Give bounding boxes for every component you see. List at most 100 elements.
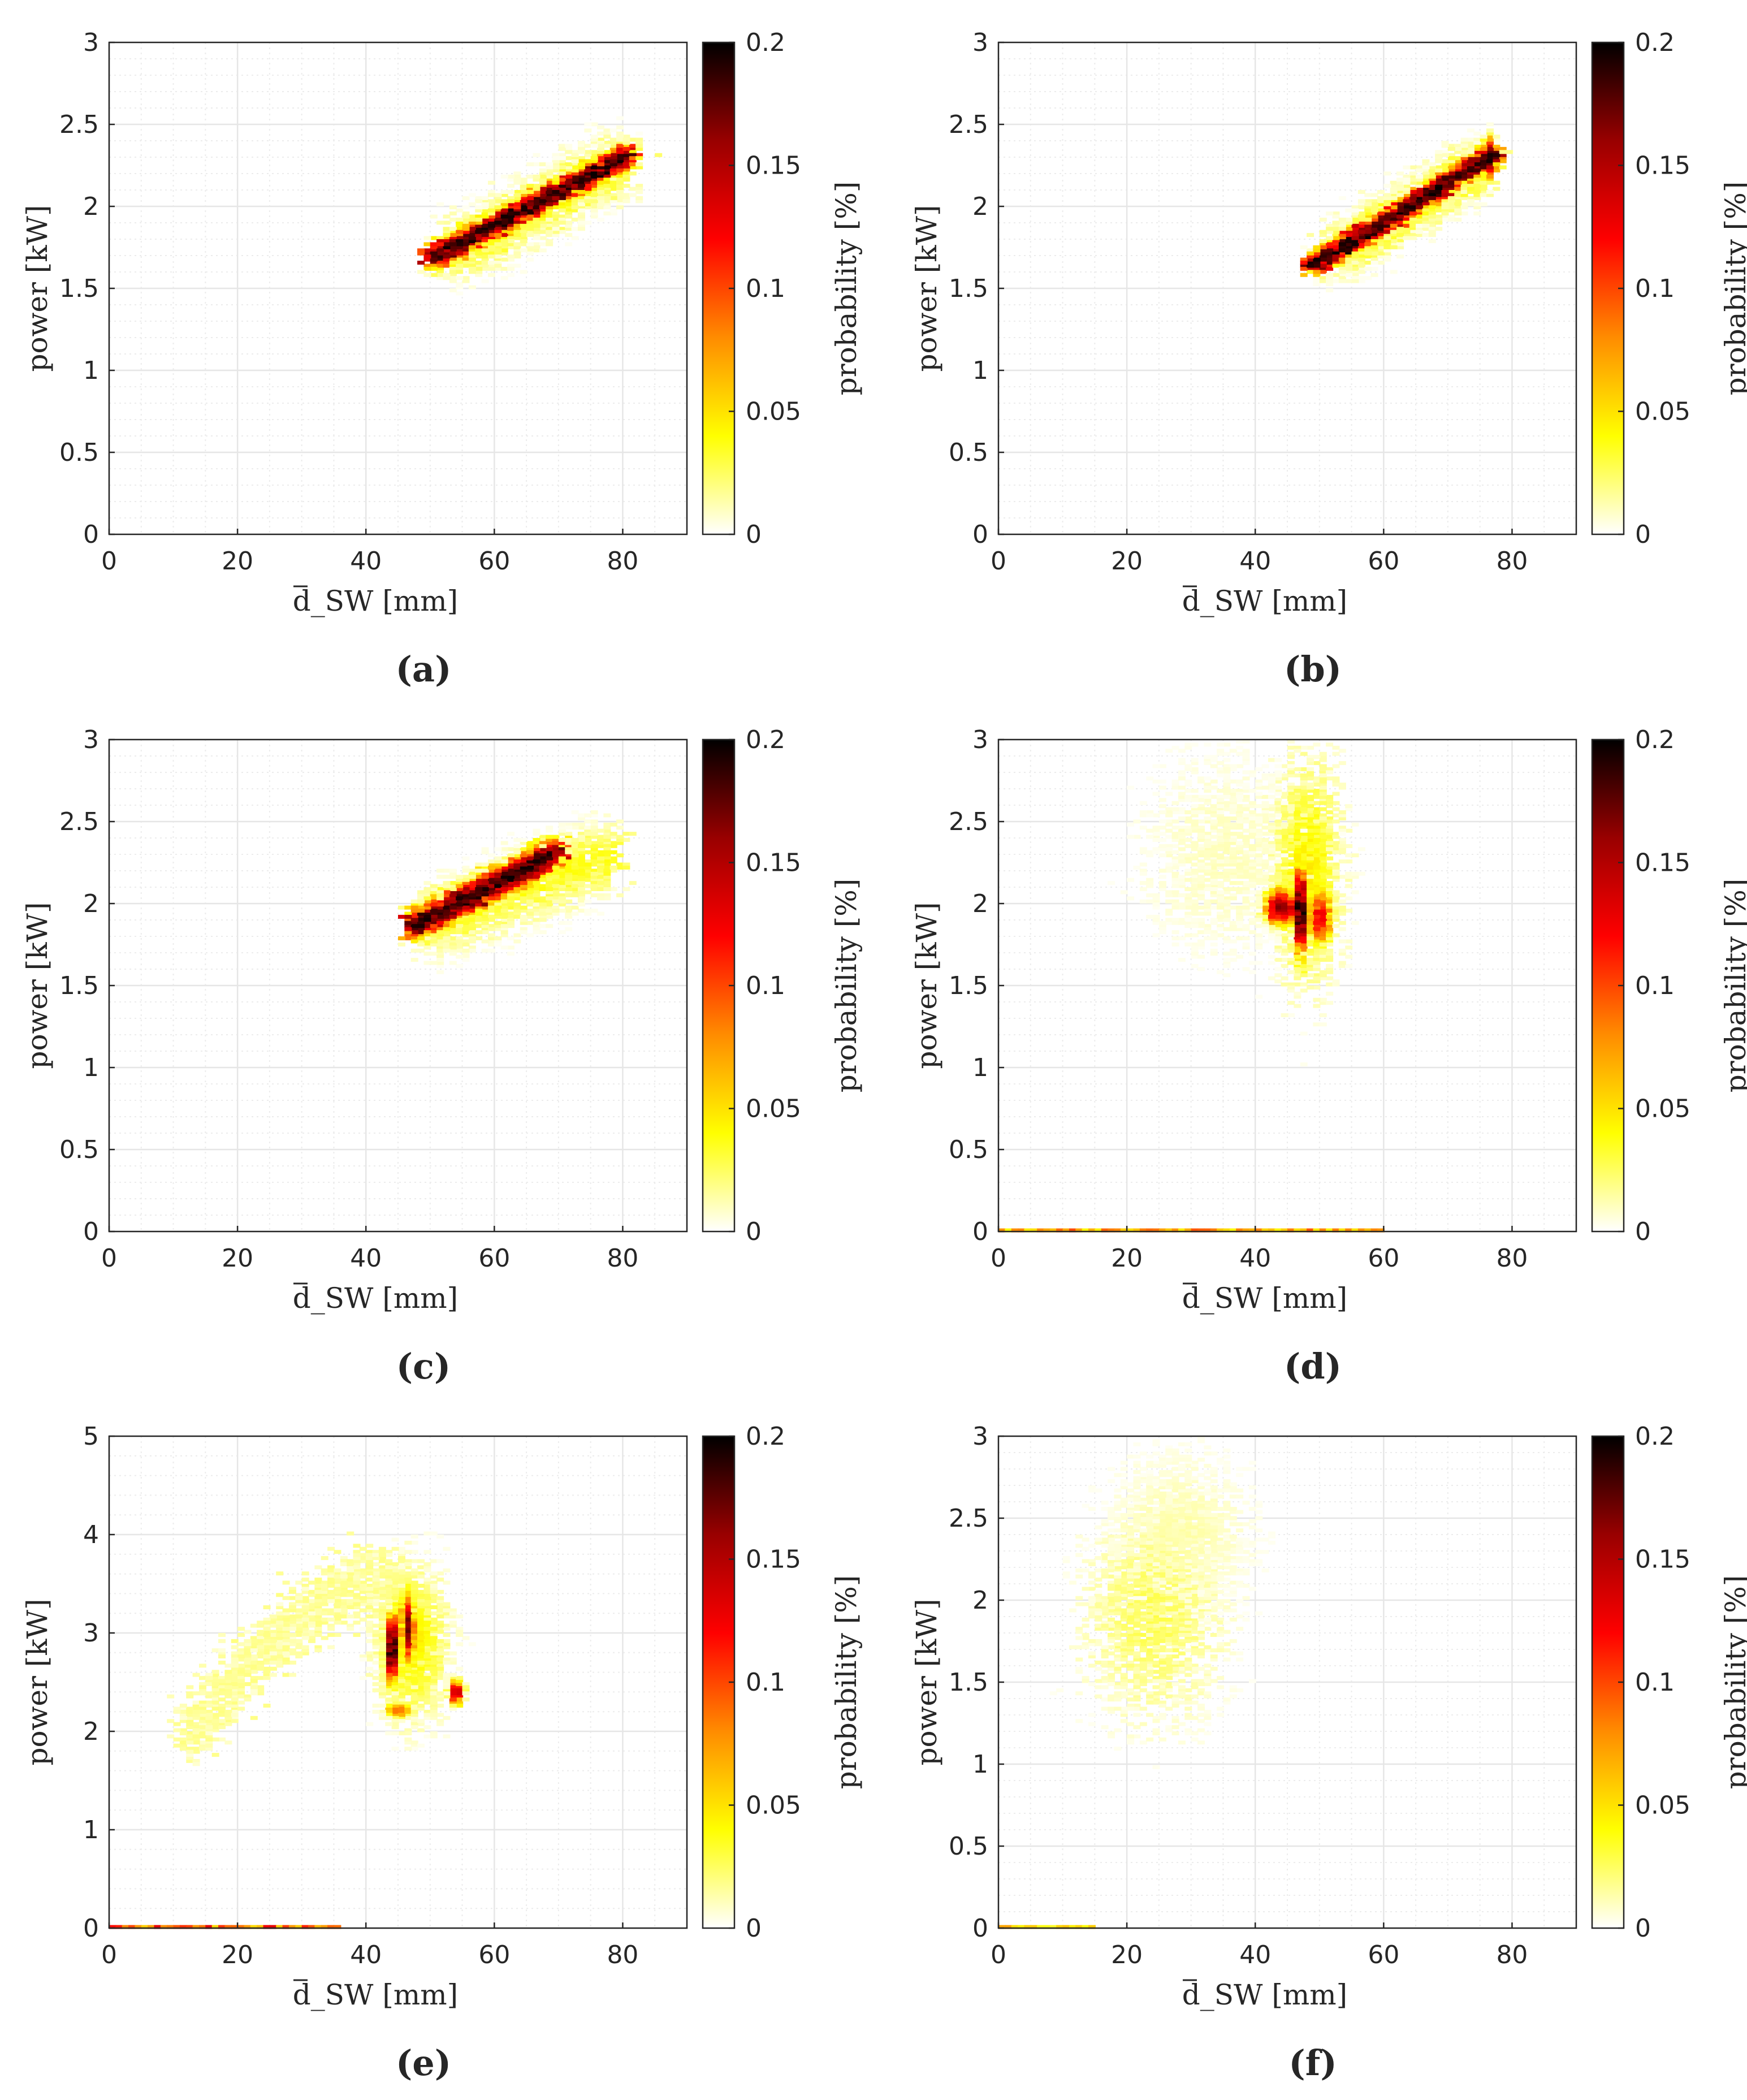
heatmap-cell [1261,816,1269,820]
heatmap-cell [378,1694,386,1699]
heatmap-cell [475,918,483,922]
heatmap-cell [1255,832,1263,836]
heatmap-cell [430,1621,438,1625]
heatmap-cell [372,1709,380,1714]
heatmap-cell [1281,924,1288,928]
heatmap-cell [436,1663,444,1668]
heatmap-cell [1313,832,1321,836]
heatmap-cell [1191,789,1199,793]
heatmap-cell [1268,875,1275,879]
heatmap-cell [513,230,521,234]
heatmap-cell [449,936,457,940]
heatmap-cell [1307,813,1314,818]
heatmap-cell [436,1657,444,1662]
heatmap-cell [597,180,605,185]
heatmap-cell [1229,875,1237,879]
heatmap-cell [616,819,624,824]
heatmap-cell [423,1654,431,1659]
heatmap-cell [1005,1228,1013,1233]
heatmap-cell [1281,1013,1288,1017]
heatmap-cell [1326,248,1334,253]
heatmap-cell [520,859,527,864]
heatmap-cell [1370,221,1378,225]
heatmap-cell [391,1706,399,1711]
heatmap-cell [385,1630,393,1634]
heatmap-cell [1313,822,1321,827]
heatmap-cell [1274,862,1282,867]
heatmap-cell [1332,248,1340,253]
heatmap-cell [1319,893,1327,897]
heatmap-cell [597,125,605,129]
heatmap-cell [1307,850,1314,854]
heatmap-cell [590,887,598,891]
heatmap-cell [571,236,579,240]
heatmap-cell [1210,918,1218,922]
heatmap-cell [1191,881,1199,885]
heatmap-cell [584,813,592,818]
heatmap-cell [1332,764,1340,768]
heatmap-cell [558,199,566,204]
heatmap-cell [1294,862,1301,867]
heatmap-cell [577,196,585,200]
heatmap-cell [456,1666,464,1671]
heatmap-cell [609,159,617,163]
heatmap-cell [449,939,457,944]
heatmap-cell [314,1645,322,1649]
heatmap-cell [1300,798,1308,802]
heatmap-cell [1242,868,1250,873]
heatmap-cell [398,942,405,947]
heatmap-cell [590,909,598,913]
heatmap-cell [1473,190,1481,194]
heatmap-cell [186,1758,194,1763]
x-tick-label: 40 [1239,1244,1271,1273]
heatmap-cell [398,1617,405,1622]
heatmap-cell [1480,165,1487,170]
heatmap-cell [546,893,553,897]
heatmap-cell [1300,893,1308,897]
heatmap-cell [1152,905,1160,910]
heatmap-cell [539,208,547,213]
heatmap-cell [1133,1228,1141,1233]
heatmap-cell [1357,236,1365,240]
heatmap-cell [449,1682,457,1686]
heatmap-cell [487,862,495,867]
heatmap-cell [1274,813,1282,818]
heatmap-cell [1338,875,1346,879]
heatmap-cell [410,1679,418,1683]
heatmap-cell [526,890,534,895]
heatmap-cell [1326,918,1334,922]
heatmap-cell [565,865,573,870]
heatmap-cell [443,918,451,922]
heatmap-cell [378,1556,386,1561]
heatmap-cell [468,871,476,876]
heatmap-cell [398,1627,405,1631]
heatmap-cell [1351,875,1359,879]
heatmap-cell [513,178,521,182]
heatmap-cell [1390,221,1398,225]
heatmap-cell [430,1713,438,1717]
heatmap-cell [423,1709,431,1714]
heatmap-cell [546,890,553,895]
heatmap-cell [1338,236,1346,240]
heatmap-cell [423,1679,431,1683]
heatmap-cell [526,865,534,870]
heatmap-cell [1165,819,1173,824]
heatmap-cell [526,223,534,228]
heatmap-cell [513,223,521,228]
heatmap-cell [481,939,489,944]
heatmap-cell [577,190,585,194]
heatmap-cell [533,921,540,925]
heatmap-cell [616,153,624,157]
heatmap-cell [391,1562,399,1566]
heatmap-cell [1319,927,1327,931]
heatmap-cell [410,1713,418,1717]
heatmap-cell [1390,245,1398,249]
heatmap-cell [1248,789,1256,793]
heatmap-cell [584,844,592,848]
heatmap-cell [1261,909,1269,913]
heatmap-cell [1332,893,1340,897]
heatmap-cell [1422,171,1430,176]
heatmap-cell [603,187,611,191]
heatmap-cell [1300,819,1308,824]
heatmap-cell [539,205,547,210]
